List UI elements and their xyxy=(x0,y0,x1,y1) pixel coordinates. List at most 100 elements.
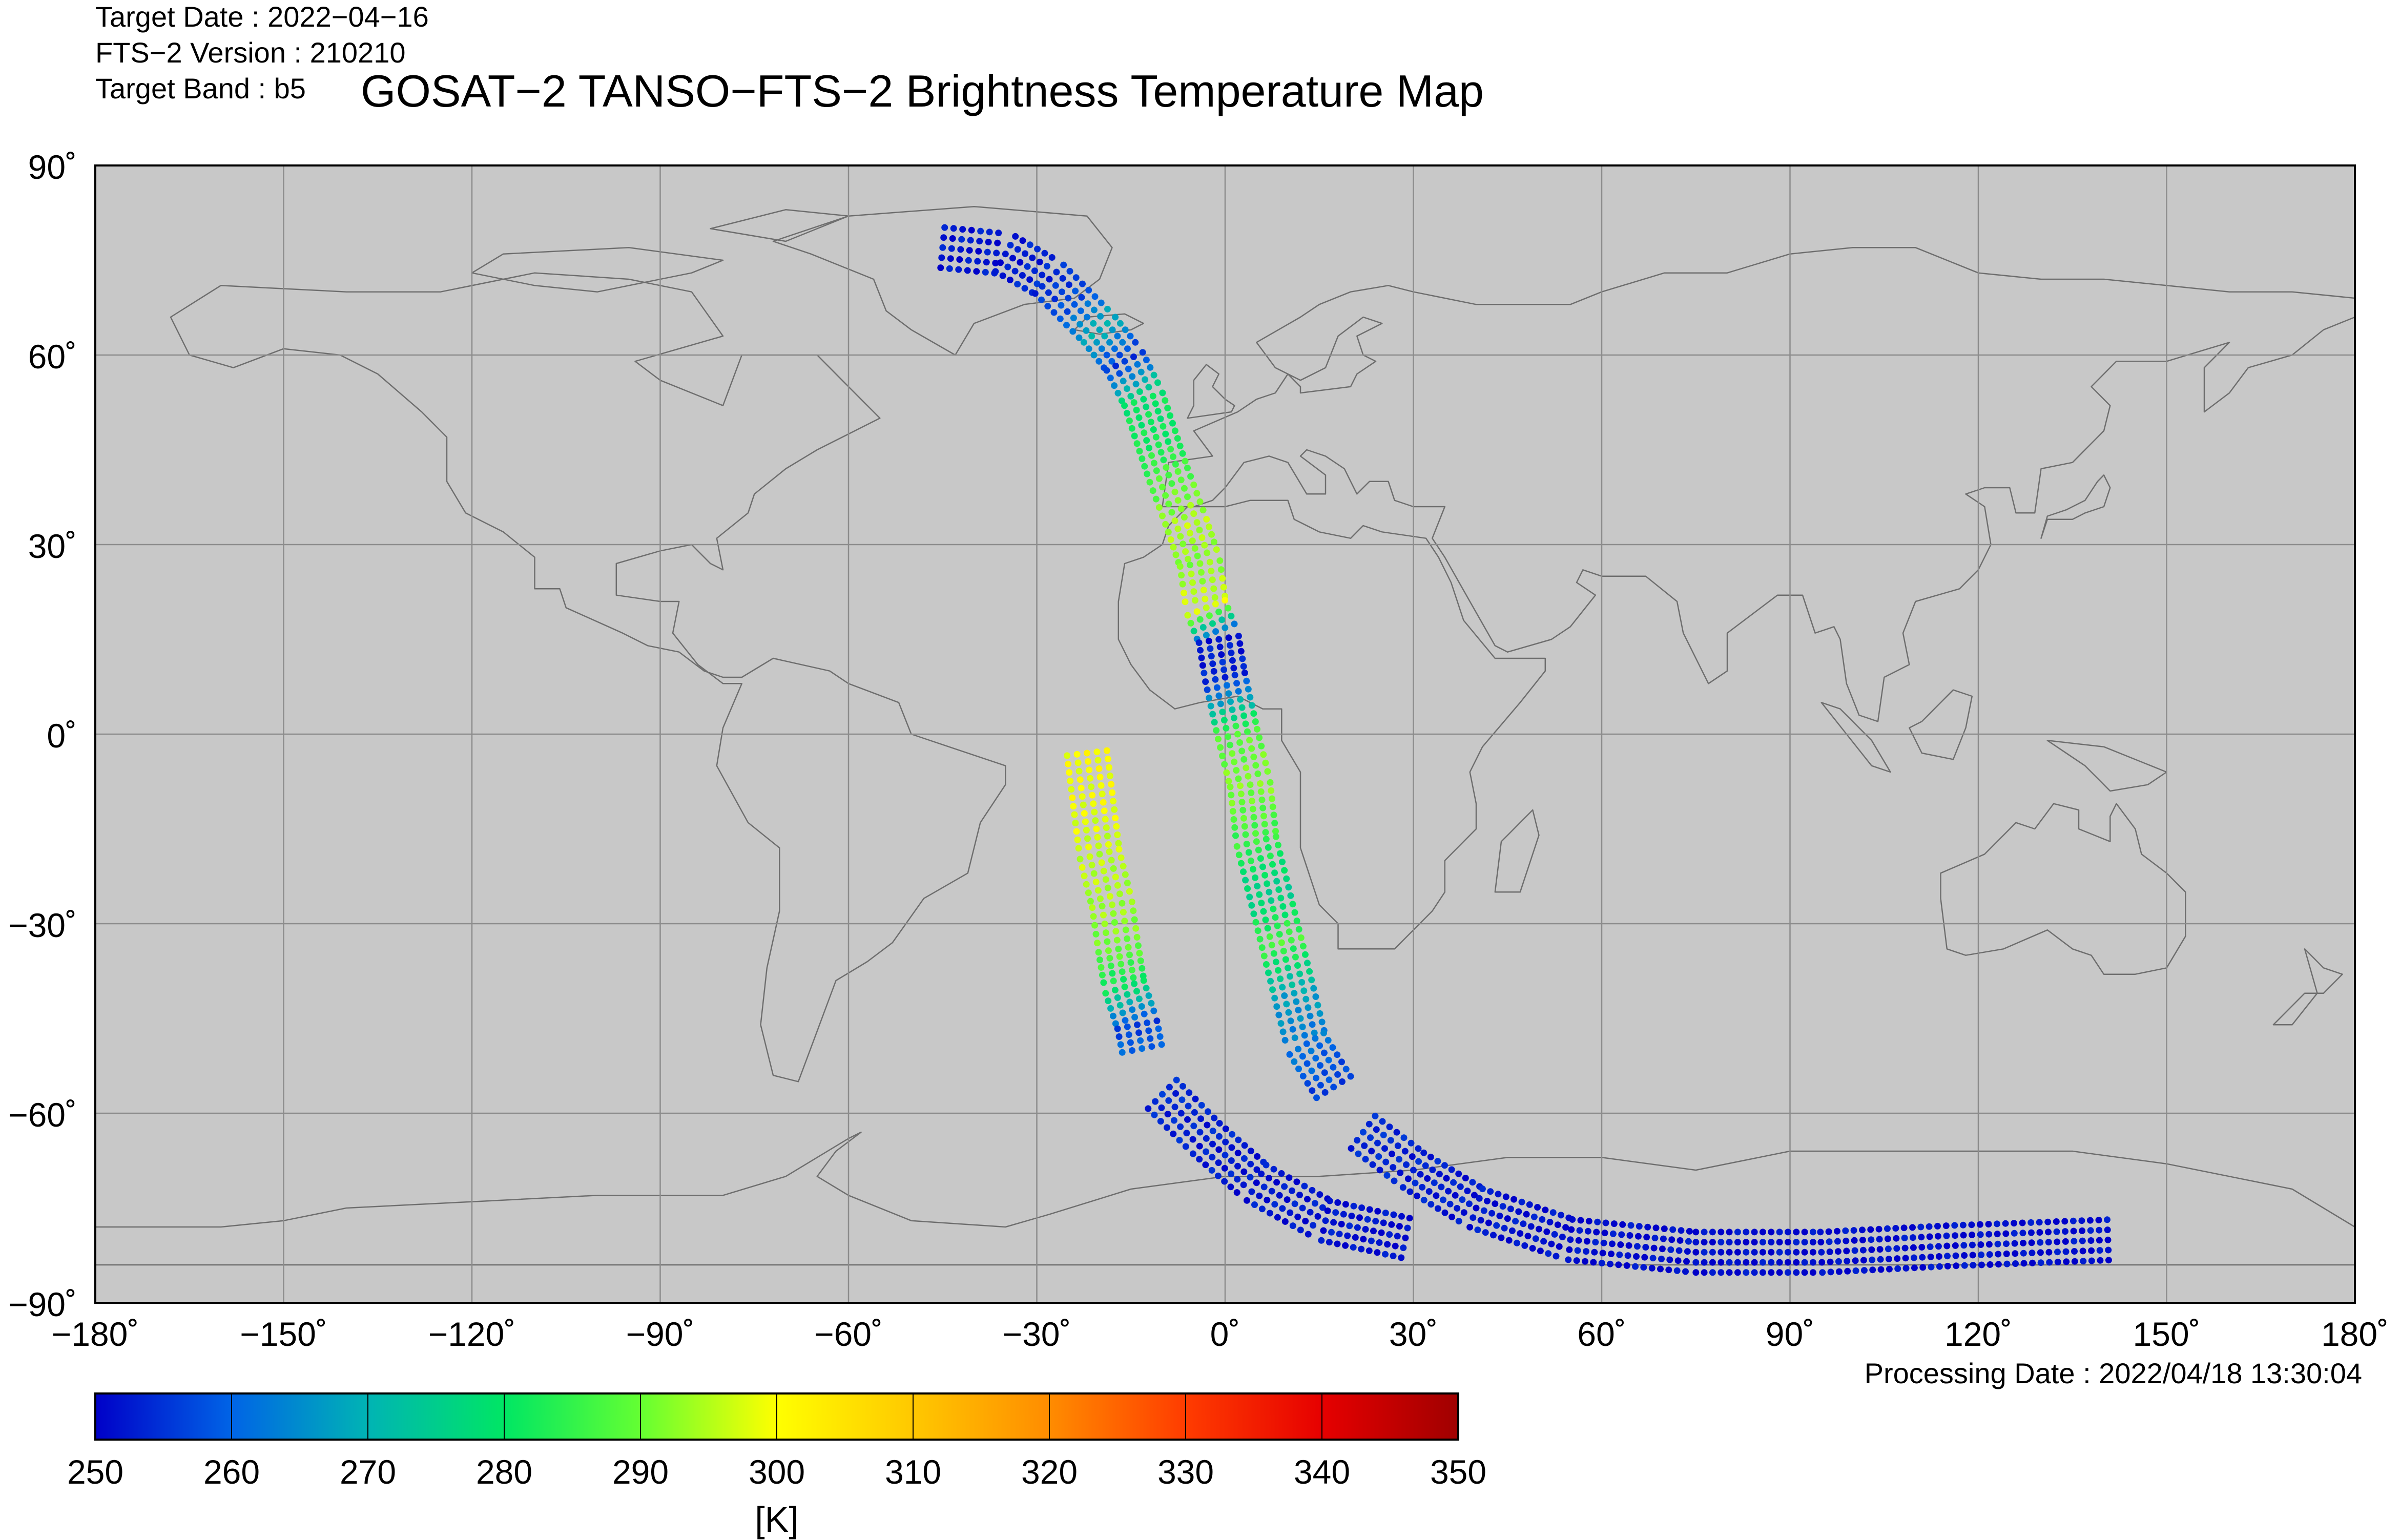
continent-outline xyxy=(772,205,1113,356)
observation-point xyxy=(1125,365,1132,372)
observation-point xyxy=(1098,964,1105,971)
observation-point xyxy=(1240,1155,1248,1162)
observation-point xyxy=(1626,1232,1633,1239)
observation-point xyxy=(1229,1131,1236,1138)
observation-point xyxy=(1121,358,1128,365)
observation-point xyxy=(1601,1230,1608,1237)
observation-point xyxy=(1256,734,1263,741)
observation-point xyxy=(1304,1060,1311,1067)
observation-point xyxy=(1326,1197,1333,1204)
observation-point xyxy=(1095,842,1102,849)
observation-point xyxy=(1199,578,1206,585)
observation-point xyxy=(1312,1035,1319,1042)
observation-point xyxy=(1106,764,1112,771)
observation-point xyxy=(2061,1218,2068,1225)
observation-point xyxy=(1113,823,1120,830)
observation-point xyxy=(1190,481,1197,488)
observation-point xyxy=(1091,293,1099,300)
latitude-tick-labels: 90˚ 60˚ 30˚ 0˚ −30˚ −60˚ −90˚ xyxy=(8,148,77,1323)
observation-point xyxy=(1080,339,1087,346)
observation-point xyxy=(1203,1148,1210,1155)
observation-point xyxy=(1310,985,1317,992)
observation-point xyxy=(1759,1229,1766,1236)
observation-point xyxy=(1424,1175,1431,1182)
observation-point xyxy=(1306,968,1313,975)
observation-point xyxy=(1574,1247,1581,1254)
observation-point xyxy=(1635,1233,1642,1240)
observation-point xyxy=(1768,1239,1775,1246)
observation-point xyxy=(1222,624,1229,631)
observation-point xyxy=(1073,751,1081,758)
observation-point xyxy=(1960,1242,1968,1249)
colorbar-tick-label: 330 xyxy=(1157,1453,1214,1491)
observation-point xyxy=(1256,1192,1263,1199)
observation-point xyxy=(1110,977,1117,985)
observation-point xyxy=(1128,898,1135,905)
observation-point xyxy=(1309,1087,1316,1094)
observation-point xyxy=(1082,818,1089,825)
observation-point xyxy=(1944,1262,1951,1270)
colorbar-tick-label: 320 xyxy=(1021,1453,1078,1491)
observation-point xyxy=(1942,1222,1950,1230)
observation-point xyxy=(1952,1252,1959,1259)
colorbar-tick-label: 260 xyxy=(203,1453,260,1491)
observation-point xyxy=(1360,1129,1367,1136)
observation-point xyxy=(1284,1196,1291,1203)
observation-point xyxy=(1389,1150,1395,1157)
observation-point xyxy=(985,239,992,245)
observation-point xyxy=(1558,1212,1564,1219)
observation-point xyxy=(1203,516,1210,523)
observation-point xyxy=(1247,1160,1254,1168)
observation-point xyxy=(1230,816,1237,823)
observation-point xyxy=(2019,1230,2026,1237)
observation-point xyxy=(1245,773,1252,780)
observation-point xyxy=(1261,821,1268,828)
observation-point xyxy=(1355,1150,1362,1157)
observation-point xyxy=(1366,1206,1373,1213)
observation-point xyxy=(992,260,999,266)
observation-point xyxy=(1252,830,1259,837)
observation-point xyxy=(1817,1229,1824,1236)
observation-point xyxy=(1098,782,1105,789)
observation-point xyxy=(1529,1245,1536,1252)
observation-point xyxy=(2104,1236,2112,1243)
observation-point xyxy=(1213,727,1220,734)
observation-point xyxy=(1784,1269,1791,1276)
observation-point xyxy=(1101,807,1108,815)
latitude-tick-label: 0˚ xyxy=(47,717,77,755)
observation-point xyxy=(1452,1192,1459,1199)
observation-point xyxy=(1199,507,1207,514)
observation-point xyxy=(1197,647,1204,654)
observation-point xyxy=(1598,1260,1605,1266)
observation-point xyxy=(1619,1221,1626,1228)
continent-outline xyxy=(2046,740,2167,792)
observation-point xyxy=(1229,750,1236,757)
observation-point xyxy=(1465,1200,1473,1208)
observation-point xyxy=(1107,1005,1114,1012)
observation-point xyxy=(1084,300,1091,307)
observation-point xyxy=(1108,781,1115,788)
observation-point xyxy=(1053,268,1060,276)
observation-point xyxy=(1124,345,1131,352)
observation-point xyxy=(2037,1249,2044,1256)
observation-point xyxy=(1143,985,1150,992)
observation-point xyxy=(1104,833,1111,840)
observation-point xyxy=(1994,1240,2001,1247)
observation-point xyxy=(1827,1268,1834,1276)
observation-point xyxy=(1476,1195,1483,1202)
observation-point xyxy=(1243,841,1250,847)
observation-point xyxy=(1296,970,1304,977)
observation-point xyxy=(995,230,1002,237)
observation-point xyxy=(1918,1244,1926,1251)
observation-point xyxy=(1170,1130,1177,1137)
continent-outline xyxy=(170,272,1006,1083)
observation-point xyxy=(1212,600,1219,608)
observation-point xyxy=(1112,873,1119,881)
observation-point xyxy=(1126,417,1133,424)
observation-point xyxy=(1548,1240,1555,1247)
observation-point xyxy=(1926,1233,1933,1240)
observation-point xyxy=(1114,831,1121,838)
observation-point xyxy=(1204,686,1211,693)
observation-point xyxy=(2045,1248,2053,1256)
observation-point xyxy=(1230,664,1237,672)
